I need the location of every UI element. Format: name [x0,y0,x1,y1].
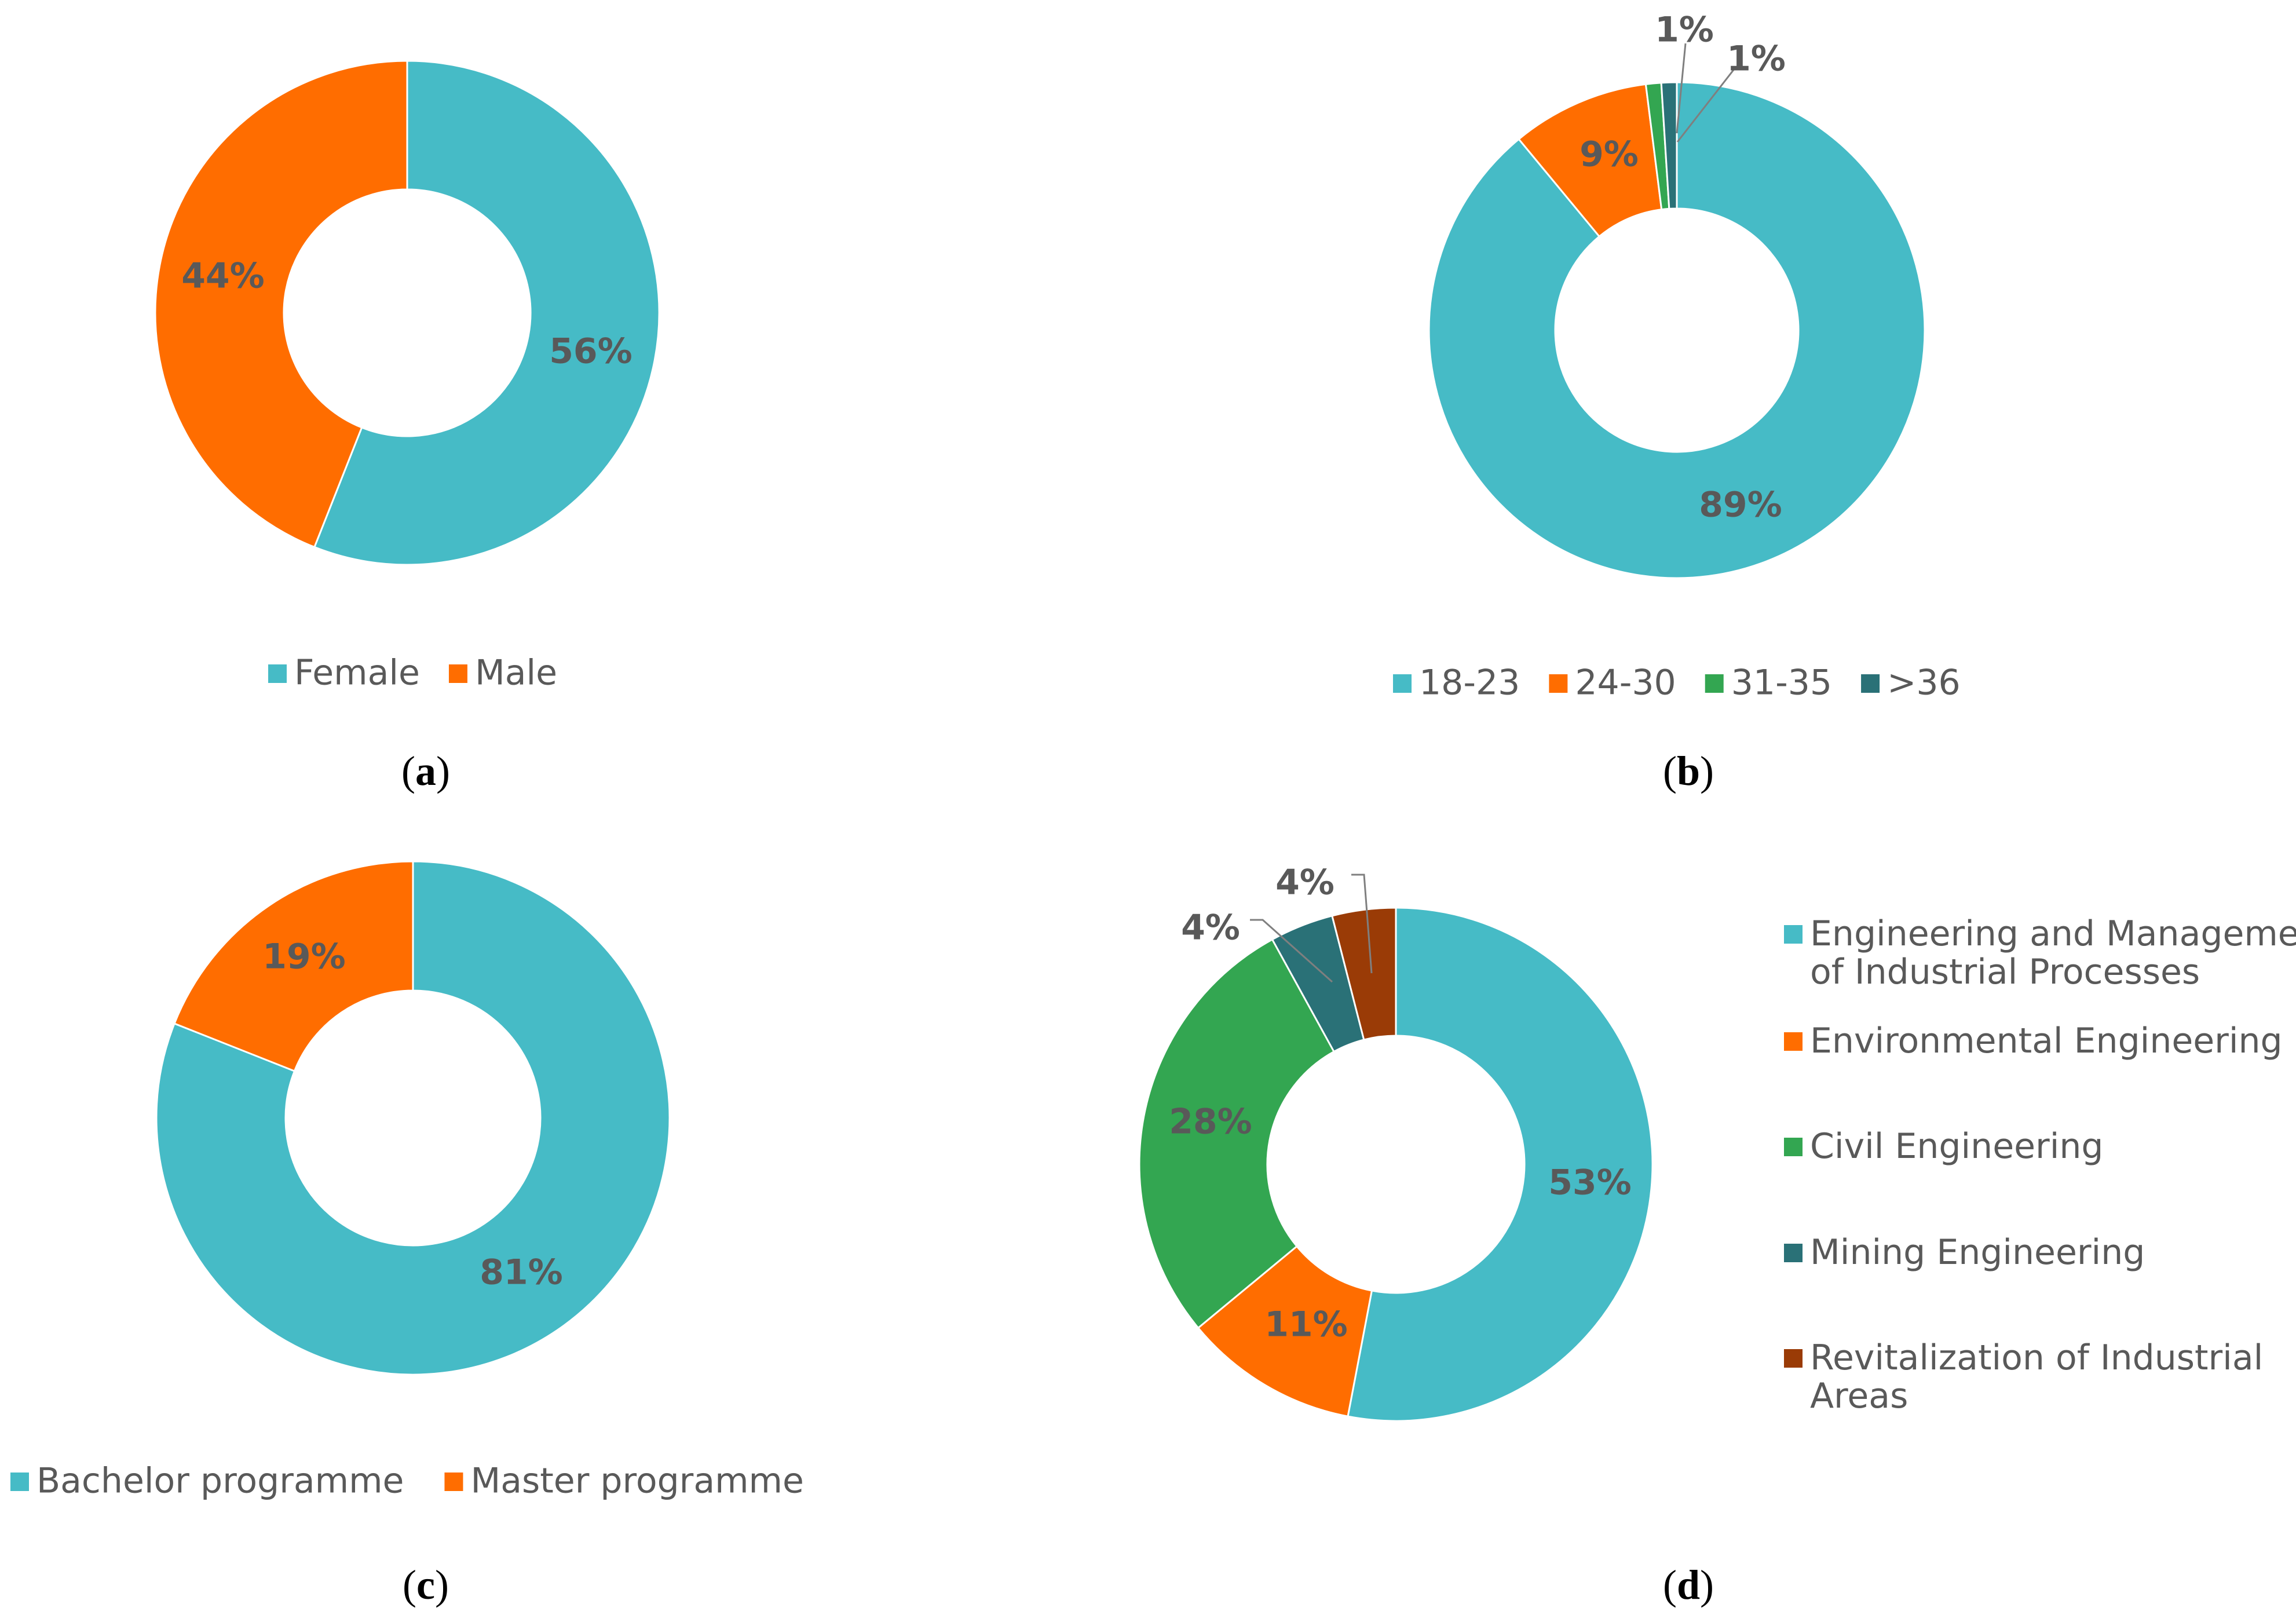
data-label-bachelor-programme: 81% [480,1252,563,1293]
leader-line [1250,919,1333,983]
legend-item-bachelor-programme: Bachelor programme [10,1461,404,1501]
donut-b-labels: 89% 9% 1% 1% [1580,10,1786,525]
slice-18-23 [1428,81,1926,579]
legend-item-engineering-and-management-of-industrial-processes: Engineering and Management of Industrial … [1784,914,2296,992]
slice-24-30 [1518,83,1663,238]
legend-label: Bachelor programme [36,1461,404,1501]
leader-line [1676,43,1687,134]
data-label-36: 1% [1727,39,1786,79]
legend-item-31-35: 31-35 [1705,663,1832,703]
donut-c-slices [155,860,671,1376]
panel-label-a: (a) [401,748,450,794]
slice-engineering-and-management-of-industrial-processes [1347,907,1654,1422]
slice-revitalization-of-industrial-areas [1331,907,1397,1041]
panel-label-b: (b) [1663,748,1714,794]
data-label-mining-engineering: 4% [1181,908,1240,948]
legend-item-mining-engineering: Mining Engineering [1784,1232,2145,1273]
legend-swatch [1784,1244,1803,1262]
legend-label-line: Civil Engineering [1810,1126,2103,1167]
chart-d: 53% 11% 28% 4% 4% Engineering and Management… [1138,863,2296,1608]
legend-swatch [1784,925,1803,944]
chart-c: 81% 19% Bachelor programme Master programm… [10,860,804,1608]
data-label-31-35: 1% [1655,10,1714,50]
data-label-24-30: 9% [1580,134,1639,175]
legend-label: 18-23 [1419,663,1520,703]
legend-item-female: Female [268,653,420,693]
slice-environmental-engineering [1197,1245,1373,1417]
legend-label-line: Mining Engineering [1810,1232,2145,1273]
donut-d-slices [1138,907,1654,1422]
donut-d-leader-lines [1250,874,1373,983]
legend-label: Master programme [470,1461,803,1501]
donut-b-leader-lines [1676,43,1746,142]
legend-item-18-23: 18-23 [1393,663,1520,703]
donut-a-labels: 56% 44% [181,256,633,372]
data-label-revitalization-of-industrial-areas: 4% [1275,863,1335,903]
legend-item-36: >36 [1861,663,1961,703]
chart-a: 56% 44% Female Male (a) [154,60,660,794]
legend-item-master-programme: Master programme [444,1461,804,1501]
legend-swatch [1784,1032,1803,1051]
donut-c-labels: 81% 19% [262,937,563,1293]
slice-bachelor-programme [155,860,671,1376]
slice-male [154,60,408,549]
slice-female [313,60,660,566]
slice-master-programme [173,860,414,1072]
legend-swatch [1861,674,1880,693]
legend-label: Revitalization of Industrial Areas [1810,1338,2263,1416]
legend-swatch [1784,1138,1803,1156]
leader-line [1351,874,1373,974]
legend-c: Bachelor programme Master programme [10,1461,804,1501]
legend-label: Civil Engineering [1810,1126,2103,1167]
legend-b: 18-23 24-30 31-35 >36 [1393,663,1961,703]
legend-swatch [268,664,287,683]
data-label-civil-engineering: 28% [1169,1102,1252,1142]
leader-line [1676,67,1746,142]
legend-label: Male [475,653,557,693]
legend-swatch [448,664,467,683]
legend-swatch [444,1472,463,1491]
legend-swatch [10,1472,29,1491]
legend-item-civil-engineering: Civil Engineering [1784,1126,2103,1167]
legend-item-revitalization-of-industrial-areas: Revitalization of Industrial Areas [1784,1338,2263,1416]
legend-swatch [1705,674,1724,693]
donut-a-slices [154,60,660,566]
panel-label-c: (c) [403,1562,449,1608]
legend-label: 24-30 [1575,663,1676,703]
legend-label-line: Revitalization of Industrial [1810,1338,2263,1378]
legend-label: 31-35 [1731,663,1832,703]
data-label-environmental-engineering: 11% [1264,1305,1348,1345]
chart-b: 89% 9% 1% 1% 18-23 24-30 31-35 >36 (b) [1393,10,1961,794]
legend-label: >36 [1887,663,1961,703]
legend-label-line: Areas [1810,1376,1908,1416]
slice-36 [1660,81,1678,210]
data-label-female: 56% [549,331,633,372]
legend-item-environmental-engineering: Environmental Engineering [1784,1021,2283,1061]
legend-swatch [1784,1349,1803,1368]
data-label-master-programme: 19% [262,937,346,977]
legend-label: Female [294,653,420,693]
legend-label: Mining Engineering [1810,1232,2145,1273]
legend-a: Female Male [268,653,557,693]
data-label-engineering-and-management-of-industrial-processes: 53% [1548,1163,1632,1203]
legend-label-line: Environmental Engineering [1810,1021,2283,1061]
legend-d: Engineering and Management of Industrial … [1784,914,2296,1416]
legend-label-line: of Industrial Processes [1810,952,2200,992]
data-label-male: 44% [181,256,265,297]
legend-label: Environmental Engineering [1810,1021,2283,1061]
legend-swatch [1393,674,1412,693]
legend-label-line: Engineering and Management [1810,914,2296,954]
donut-d-labels: 53% 11% 28% 4% 4% [1169,863,1632,1345]
data-label-18-23: 89% [1699,485,1782,525]
legend-swatch [1549,674,1568,693]
legend-item-male: Male [448,653,557,693]
legend-label: Engineering and Management of Industrial … [1810,914,2296,992]
legend-item-24-30: 24-30 [1549,663,1676,703]
slice-civil-engineering [1138,938,1336,1329]
donut-b-slices [1428,81,1926,579]
panel-label-d: (d) [1663,1562,1714,1608]
